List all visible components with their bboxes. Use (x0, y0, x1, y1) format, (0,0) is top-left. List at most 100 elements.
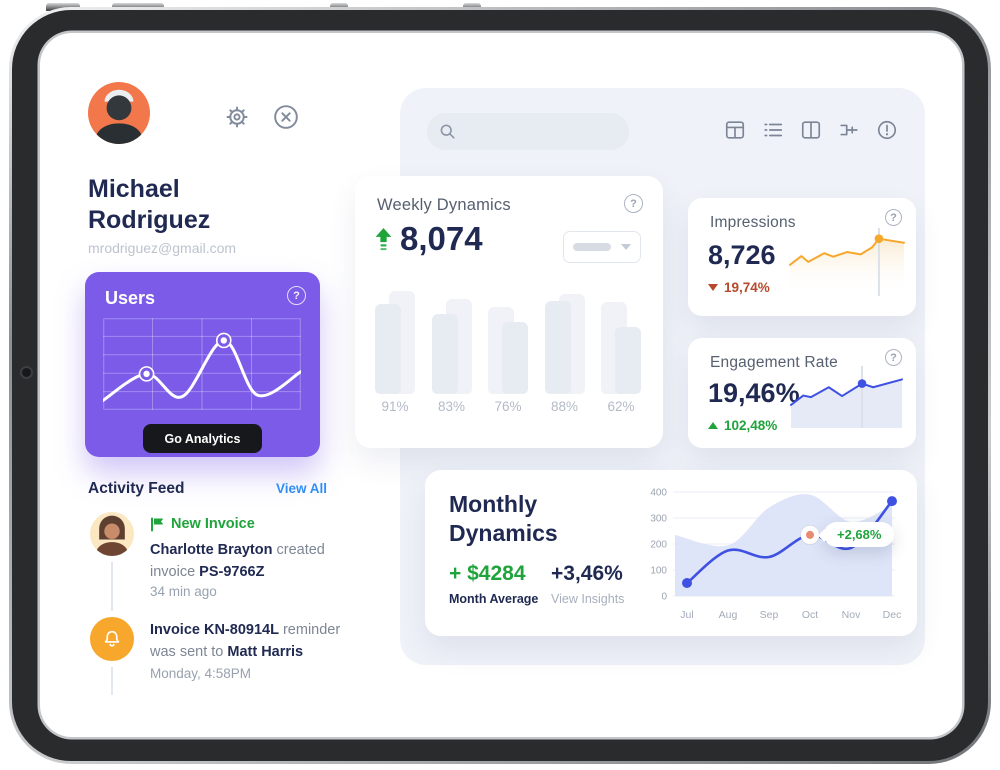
feed-text-bold: Matt Harris (227, 644, 304, 660)
feed-text-bold: PS-9766Z (199, 564, 265, 580)
down-triangle-icon (708, 284, 718, 291)
bell-icon (104, 630, 120, 647)
svg-text:Sep: Sep (760, 609, 779, 621)
go-analytics-button[interactable]: Go Analytics (143, 424, 262, 453)
split-columns-icon[interactable] (800, 119, 822, 141)
engagement-delta: 102,48% (708, 418, 777, 433)
profile-name: Michael Rodriguez (88, 175, 211, 234)
monthly-tooltip: +2,68% (824, 521, 895, 547)
up-triangle-icon (708, 422, 718, 429)
feed-item-badge: New Invoice (150, 516, 255, 532)
bar-label: 83% (437, 399, 466, 414)
monthly-title: Monthly Dynamics (449, 491, 558, 546)
camera-icon (20, 366, 33, 379)
bar (615, 327, 641, 394)
svg-text:400: 400 (650, 488, 667, 499)
chevron-down-icon (621, 244, 631, 250)
svg-text:100: 100 (650, 566, 667, 577)
svg-text:0: 0 (661, 592, 667, 603)
svg-text:200: 200 (650, 540, 667, 551)
feed-avatar (90, 512, 134, 556)
monthly-amount-label: Month Average (449, 592, 539, 606)
svg-text:300: 300 (650, 514, 667, 525)
monthly-amount: + $4284 (449, 562, 526, 585)
question-circle-icon[interactable]: ? (885, 209, 902, 226)
users-card: Users ? Go Analytics (85, 272, 320, 457)
bar-group: 62% (601, 282, 641, 414)
weekly-bar-chart: 91% 83% 76% 88% 62% (375, 282, 641, 414)
feed-item-time: 34 min ago (150, 584, 217, 599)
activity-feed-title: Activity Feed (88, 480, 185, 497)
feed-text-bold: Invoice KN-80914L (150, 622, 279, 638)
feed-text-normal: created invoice (150, 542, 325, 580)
search-bar[interactable] (427, 113, 629, 150)
feed-item-text: Invoice KN-80914L reminder was sent to M… (150, 619, 355, 663)
svg-text:Nov: Nov (842, 609, 861, 621)
view-toolbar (724, 119, 898, 141)
flow-icon[interactable] (838, 119, 860, 141)
bar-label: 91% (381, 399, 409, 414)
search-icon (440, 124, 455, 139)
alert-circle-icon[interactable] (876, 119, 898, 141)
monthly-line-chart: 0 100 200 300 400 Jul Aug Sep Oct Nov Dec (650, 488, 902, 622)
profile-email: mrodriguez@gmail.com (88, 240, 237, 256)
bar-group: 83% (431, 282, 472, 414)
bar-label: 88% (550, 399, 579, 414)
engagement-rate-card: Engagement Rate ? 19,46% 102,48% (688, 338, 916, 448)
feed-connector-line (111, 667, 113, 695)
feed-badge-label: New Invoice (171, 516, 255, 532)
feed-item-time: Monday, 4:58PM (150, 666, 252, 681)
svg-text:Jul: Jul (680, 609, 693, 621)
close-icon[interactable] (273, 104, 299, 130)
bar (375, 304, 401, 394)
person-silhouette-icon (95, 515, 129, 556)
svg-text:Dec: Dec (883, 609, 902, 621)
weekly-filter-dropdown[interactable] (563, 231, 641, 263)
users-line-chart (103, 318, 301, 410)
bar (502, 321, 528, 394)
engagement-sparkline (790, 366, 903, 428)
bar-group: 91% (375, 282, 415, 414)
impressions-delta: 19,74% (708, 280, 770, 295)
feed-connector-line (111, 562, 113, 611)
list-icon[interactable] (762, 119, 784, 141)
impressions-delta-value: 19,74% (724, 280, 770, 295)
svg-text:Aug: Aug (719, 609, 738, 621)
bar (431, 313, 458, 394)
bar-group: 76% (488, 282, 528, 414)
engagement-value: 19,46% (708, 378, 800, 408)
view-all-link[interactable]: View All (276, 481, 328, 496)
bar-label: 76% (494, 399, 522, 414)
feed-avatar (90, 617, 134, 661)
users-card-title: Users (105, 288, 156, 308)
feed-item-text: Charlotte Brayton created invoice PS-976… (150, 539, 355, 583)
screen: Michael Rodriguez mrodriguez@gmail.com U… (40, 33, 962, 737)
weekly-dynamics-card: Weekly Dynamics ? 8,074 91% 83% 76% 88% 62% (355, 176, 663, 448)
question-circle-icon[interactable]: ? (885, 349, 902, 366)
feed-text-normal: reminder was sent to (150, 622, 341, 660)
question-circle-icon[interactable]: ? (624, 194, 643, 213)
impressions-sparkline (789, 228, 905, 296)
settings-icon[interactable] (224, 104, 250, 130)
impressions-value: 8,726 (708, 240, 776, 270)
person-silhouette-icon (94, 89, 144, 144)
weekly-card-title: Weekly Dynamics (377, 196, 511, 214)
avatar[interactable] (88, 82, 150, 144)
dropdown-placeholder (573, 243, 611, 251)
impressions-title: Impressions (710, 214, 796, 231)
feed-text-bold: Charlotte Brayton (150, 542, 273, 558)
monthly-dynamics-card: Monthly Dynamics + $4284 Month Average +… (425, 470, 917, 636)
impressions-card: Impressions ? 8,726 19,74% (688, 198, 916, 316)
svg-text:Oct: Oct (802, 609, 818, 621)
up-arrow-icon (375, 227, 392, 250)
view-insights-link[interactable]: View Insights (551, 592, 625, 606)
monthly-percent: +3,46% (551, 562, 623, 585)
layout-grid-icon[interactable] (724, 119, 746, 141)
question-circle-icon[interactable]: ? (287, 286, 306, 305)
weekly-value: 8,074 (400, 220, 483, 257)
engagement-delta-value: 102,48% (724, 418, 778, 433)
bar-group: 88% (544, 282, 585, 414)
engagement-title: Engagement Rate (710, 354, 838, 371)
search-input[interactable] (464, 124, 614, 139)
